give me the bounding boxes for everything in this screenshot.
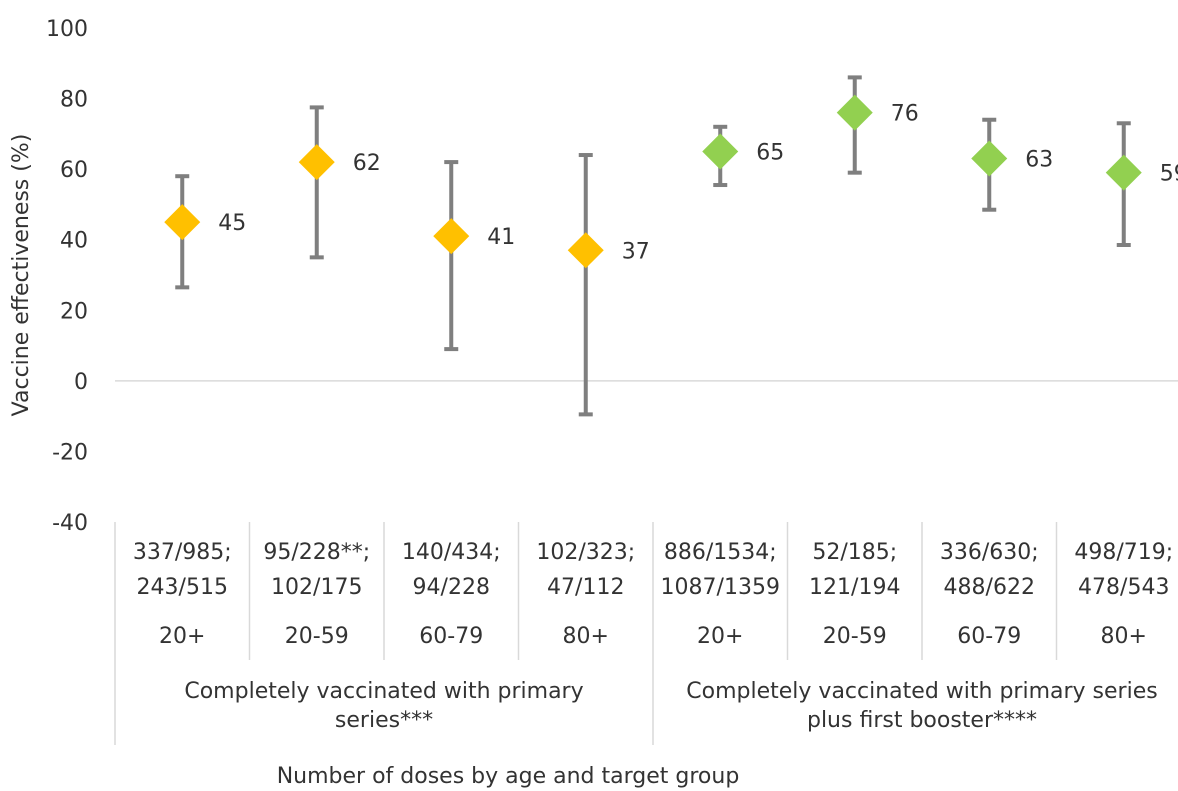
- error-bars: [175, 75, 1131, 417]
- target-group-label-line1: Completely vaccinated with primary serie…: [686, 679, 1157, 704]
- dose-count-line1: 52/185;: [812, 540, 897, 565]
- y-tick-label: -20: [52, 440, 88, 465]
- value-label: 65: [756, 141, 784, 166]
- y-tick-label: 20: [60, 299, 88, 324]
- x-axis-title: Number of doses by age and target group: [277, 764, 740, 789]
- age-group-label: 60-79: [419, 624, 483, 649]
- age-group-label: 20-59: [823, 624, 887, 649]
- dose-count-line2: 1087/1359: [661, 575, 780, 600]
- dose-count-line2: 94/228: [413, 575, 490, 600]
- age-group-label: 80+: [1101, 624, 1147, 649]
- x-axis-category-table: 337/985; 243/515 20+ 95/228**; 102/175 20-59 1…: [114, 522, 1173, 745]
- value-labels: 45 62 41 37 65 76 63 59: [218, 102, 1178, 265]
- dose-count-line2: 47/112: [547, 575, 624, 600]
- dose-count-line2: 121/194: [809, 575, 900, 600]
- diamond-marker: [702, 133, 739, 170]
- value-label: 45: [218, 211, 246, 236]
- target-group-label-line2: series***: [335, 708, 433, 733]
- data-markers: [164, 94, 1142, 269]
- dose-count-line1: 498/719;: [1074, 540, 1173, 565]
- value-label: 59: [1160, 162, 1178, 187]
- dose-count-line1: 95/228**;: [263, 540, 370, 565]
- y-tick-label: 60: [60, 158, 88, 183]
- diamond-marker: [433, 218, 470, 255]
- target-group-label-line2: plus first booster****: [807, 708, 1037, 733]
- value-label: 41: [487, 225, 515, 250]
- diamond-marker: [971, 140, 1008, 177]
- dose-count-line2: 478/543: [1078, 575, 1169, 600]
- target-group-label-line1: Completely vaccinated with primary: [184, 679, 583, 704]
- age-group-label: 80+: [563, 624, 609, 649]
- diamond-marker: [298, 144, 335, 181]
- diamond-marker: [836, 94, 873, 131]
- value-label: 63: [1025, 148, 1053, 173]
- age-group-label: 20+: [159, 624, 205, 649]
- y-tick-label: 40: [60, 229, 88, 254]
- diamond-marker: [164, 204, 201, 241]
- age-group-label: 60-79: [957, 624, 1021, 649]
- y-tick-label: 80: [60, 88, 88, 113]
- dose-count-line2: 102/175: [271, 575, 362, 600]
- dose-count-line1: 102/323;: [536, 540, 635, 565]
- y-axis-ticks: -40 -20 0 20 40 60 80 100: [46, 17, 88, 536]
- dose-count-line1: 337/985;: [133, 540, 232, 565]
- value-label: 76: [891, 102, 919, 127]
- value-label: 37: [622, 239, 650, 264]
- age-group-label: 20+: [697, 624, 743, 649]
- value-label: 62: [353, 151, 381, 176]
- y-tick-label: -40: [52, 511, 88, 536]
- y-tick-label: 100: [46, 17, 88, 42]
- dose-count-line2: 488/622: [944, 575, 1035, 600]
- dose-count-line2: 243/515: [137, 575, 228, 600]
- age-group-label: 20-59: [285, 624, 349, 649]
- y-axis-title: Vaccine effectiveness (%): [9, 134, 34, 417]
- diamond-marker: [567, 232, 604, 269]
- dose-count-line1: 336/630;: [940, 540, 1039, 565]
- dose-count-line1: 140/434;: [402, 540, 501, 565]
- y-tick-label: 0: [74, 370, 88, 395]
- diamond-marker: [1105, 154, 1142, 191]
- dose-count-line1: 886/1534;: [664, 540, 777, 565]
